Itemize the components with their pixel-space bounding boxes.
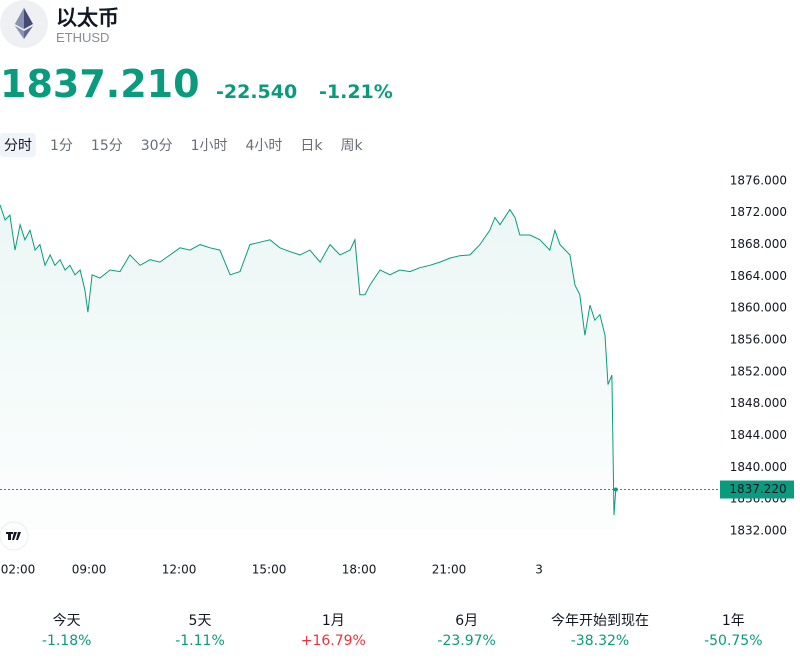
performance-item[interactable]: 1年 -50.75% <box>667 610 800 649</box>
performance-item[interactable]: 1月 +16.79% <box>267 610 400 649</box>
period-change: -1.18% <box>41 633 92 649</box>
y-tick-label: 1848.000 <box>730 396 787 410</box>
interval-tabs: 分时 1分 15分 30分 1小时 4小时 日k 周k <box>0 133 377 157</box>
y-tick-label: 1852.000 <box>730 364 787 378</box>
y-tick-label: 1840.000 <box>730 460 787 474</box>
y-tick-label: 1864.000 <box>730 269 787 283</box>
chart: 1832.0001836.0001840.0001844.0001848.000… <box>0 173 794 577</box>
interval-tab[interactable]: 周k <box>340 138 363 154</box>
interval-tab[interactable]: 1小时 <box>190 138 228 154</box>
period-change: +16.79% <box>300 633 366 649</box>
period-label: 今天 <box>52 613 81 629</box>
period-label: 1年 <box>721 613 745 629</box>
performance-item[interactable]: 今年开始到现在 -38.32% <box>533 610 666 649</box>
interval-tab[interactable]: 1分 <box>50 138 73 154</box>
y-tick-label: 1872.000 <box>730 205 787 219</box>
period-label: 今年开始到现在 <box>550 613 649 629</box>
y-tick-label: 1844.000 <box>730 428 787 442</box>
asset-symbol: ETHUSD <box>56 30 110 45</box>
y-tick-label: 1868.000 <box>730 237 787 251</box>
performance-item[interactable]: 6月 -23.97% <box>400 610 533 649</box>
last-price-tag <box>720 480 794 499</box>
period-label: 5天 <box>188 613 212 629</box>
interval-tab[interactable]: 4小时 <box>245 138 283 154</box>
x-tick-label: 18:00 <box>342 563 377 577</box>
interval-tab[interactable]: 分时 <box>0 133 36 157</box>
performance-item[interactable]: 今天 -1.18% <box>0 610 133 649</box>
x-tick-label: 3 <box>535 563 543 577</box>
last-price-label: 1837.220 <box>729 482 786 496</box>
period-label: 6月 <box>455 613 479 629</box>
x-tick-label: 15:00 <box>252 563 287 577</box>
eth-logo <box>0 0 48 48</box>
x-tick-label: 09:00 <box>72 563 107 577</box>
area-fill <box>0 204 616 531</box>
y-tick-label: 1876.000 <box>730 173 787 187</box>
period-change: -23.97% <box>437 633 496 649</box>
price: 1837.210 <box>0 62 200 106</box>
interval-tab[interactable]: 30分 <box>140 138 173 154</box>
x-tick-label: 02:00 <box>1 563 36 577</box>
y-tick-label: 1856.000 <box>730 333 787 347</box>
asset-name: 以太币 <box>56 6 119 30</box>
performance-row: 今天 -1.18% 5天 -1.11% 1月 +16.79% 6月 -23.97% 今年开始到现… <box>0 610 800 649</box>
x-tick-label: 12:00 <box>162 563 197 577</box>
y-tick-label: 1832.000 <box>730 524 787 538</box>
period-change: -1.11% <box>175 633 225 649</box>
period-change: -50.75% <box>704 633 763 649</box>
price-change-percent: -1.21% <box>319 81 393 103</box>
x-tick-label: 21:00 <box>432 563 467 577</box>
interval-tab[interactable]: 15分 <box>90 138 123 154</box>
last-price-dot <box>613 487 618 492</box>
y-tick-label: 1860.000 <box>730 301 787 315</box>
price-line <box>0 204 617 516</box>
price-change: -22.540 <box>216 81 298 103</box>
period-label: 1月 <box>321 613 345 629</box>
period-change: -38.32% <box>570 633 630 649</box>
interval-tab[interactable]: 日k <box>300 138 323 154</box>
performance-item[interactable]: 5天 -1.11% <box>133 610 266 649</box>
